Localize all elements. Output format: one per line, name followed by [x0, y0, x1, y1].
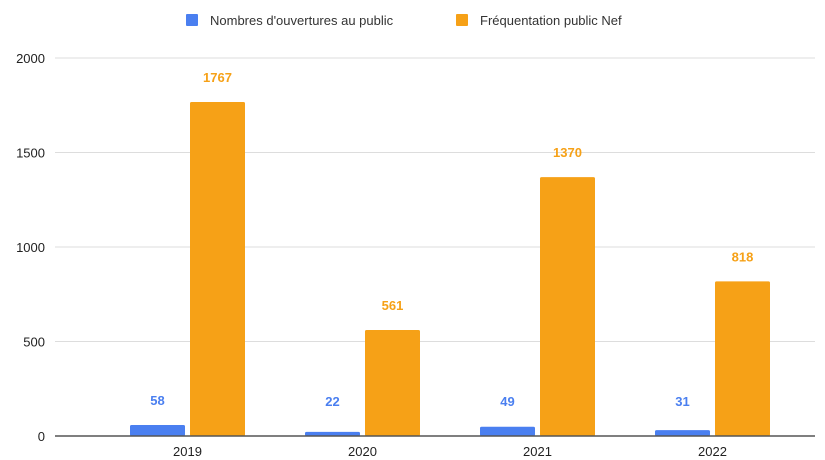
y-axis: 0 500 1000 1500 2000: [16, 51, 45, 444]
legend-swatch-opening-days: [186, 14, 198, 26]
legend-label-opening-days: Nombres d'ouvertures au public: [210, 13, 394, 28]
legend-label-attendance: Fréquentation public Nef: [480, 13, 622, 28]
y-tick-label: 0: [38, 429, 45, 444]
y-tick-label: 1500: [16, 146, 45, 161]
gridlines: [55, 57, 815, 342]
x-tick-label: 2019: [173, 444, 202, 459]
bar-opening-days-2020: [305, 431, 360, 436]
legend-swatch-attendance: [456, 14, 468, 26]
x-axis: 2019 2020 2021 2022: [55, 435, 815, 459]
data-label: 22: [325, 394, 339, 409]
bar-attendance-2019: [190, 102, 245, 437]
data-label: 31: [675, 394, 689, 409]
legend: Nombres d'ouvertures au public Fréquenta…: [186, 13, 622, 28]
bar-attendance-2022: [715, 281, 770, 436]
bars: [130, 102, 770, 437]
data-label: 1767: [203, 70, 232, 85]
data-label: 1370: [553, 145, 582, 160]
data-label: 818: [732, 249, 754, 264]
bar-attendance-2020: [365, 329, 420, 436]
y-tick-label: 1000: [16, 240, 45, 255]
bar-opening-days-2022: [655, 430, 710, 436]
data-labels: 58 1767 22 561 49 1370 31 818: [150, 70, 753, 409]
bar-opening-days-2021: [480, 426, 535, 436]
y-tick-label: 500: [23, 335, 45, 350]
bar-attendance-2021: [540, 177, 595, 436]
data-label: 561: [382, 298, 404, 313]
bar-opening-days-2019: [130, 425, 185, 436]
x-tick-label: 2022: [698, 444, 727, 459]
y-tick-label: 2000: [16, 51, 45, 66]
x-tick-label: 2021: [523, 444, 552, 459]
x-tick-label: 2020: [348, 444, 377, 459]
data-label: 49: [500, 394, 514, 409]
data-label: 58: [150, 393, 164, 408]
